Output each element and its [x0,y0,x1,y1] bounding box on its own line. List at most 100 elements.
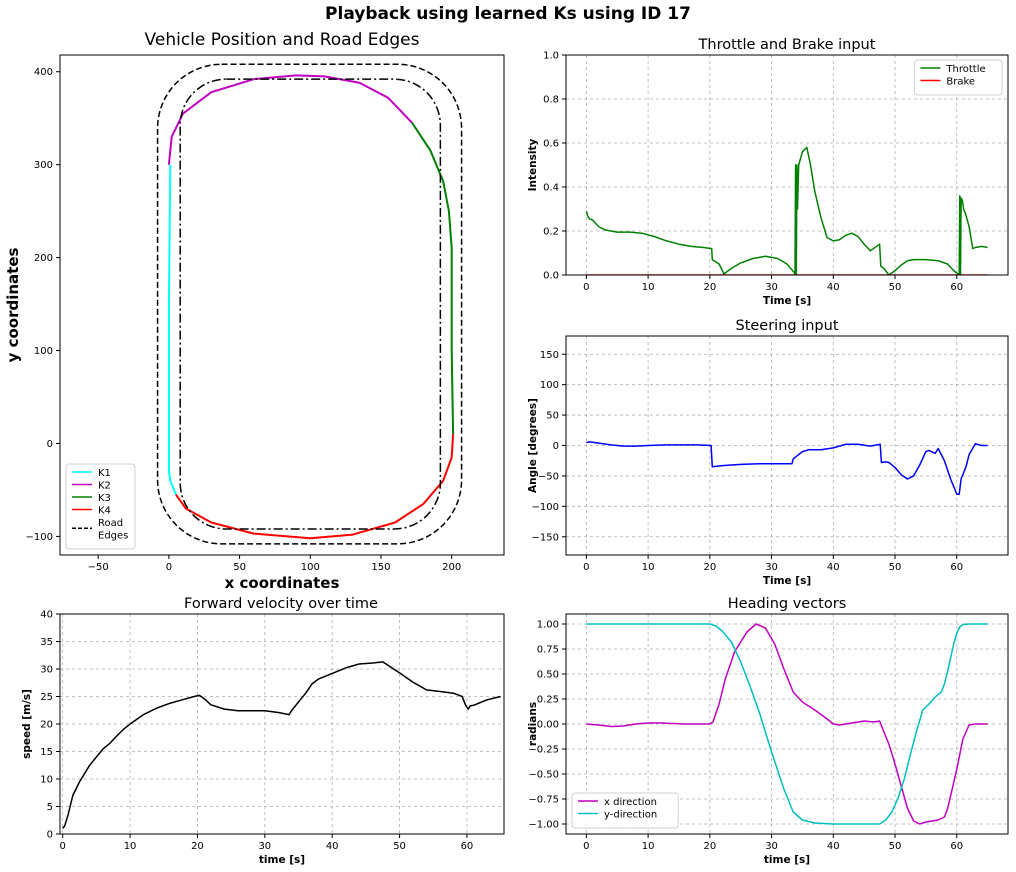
x-tick-label: 20 [191,841,204,852]
plot-area [586,441,988,495]
chart-velocity: 0 10 20 30 40 50 60 0 5 10 15 20 25 30 35 40 Forward vel… [21,596,505,866]
plot-area [156,63,463,545]
x-tick-label: 10 [642,282,655,293]
y-tick-label: 10 [40,775,53,786]
x-tick-label: 150 [371,562,390,573]
x-tick-label: 60 [950,841,963,852]
chart-steering: 0 10 20 30 40 50 60 −150 −100 −50 0 50 100 150 Steerin… [527,318,1009,587]
y-tick-label: 200 [34,253,53,264]
y-tick-label: 100 [34,346,53,357]
x-tick-label: 40 [827,562,840,573]
y-tick-label: 0.4 [543,183,559,194]
y-tick-label: −100 [532,502,559,513]
x-tick-label: 50 [889,562,902,573]
legend-label: Road [98,518,123,529]
legend-label: Brake [946,77,975,88]
x-tick-label: 20 [703,562,716,573]
y-tick-label: −150 [532,532,559,543]
y-tick-label: 0.6 [543,139,559,150]
y-axis-label: speed [m/s] [21,689,33,759]
y-axis-label: y coordinates [4,248,22,363]
x-tick-label: 60 [950,562,963,573]
series-line-k4 [175,434,455,540]
x-tick-label: 60 [950,282,963,293]
y-tick-label: 0 [553,441,559,452]
x-tick-label: 20 [703,841,716,852]
legend-label: K1 [98,468,111,479]
x-tick-label: 50 [233,562,246,573]
y-tick-label: 25 [40,692,53,703]
axes-frame [59,54,505,556]
x-axis-label: Time [s] [763,575,811,587]
y-axis-label: Angle [degrees] [527,398,539,493]
x-tick-label: 40 [827,841,840,852]
x-axis-label: x coordinates [225,574,340,592]
y-tick-label: 5 [47,802,53,813]
y-tick-label: 400 [34,67,53,78]
chart-heading: 0 10 20 30 40 50 60 −1.00 −0.75 −0.50 −0.25 0.00 0.2… [527,596,1009,866]
y-tick-label: 15 [40,747,53,758]
y-tick-label: 30 [40,665,53,676]
y-tick-label: 0.0 [543,271,559,282]
legend-box [571,792,679,829]
y-tick-label: −0.75 [528,795,559,806]
x-axis-label: Time [s] [763,295,811,307]
series-line-k1 [167,164,177,495]
legend-label: K4 [98,506,111,517]
x-tick-label: 0 [583,841,589,852]
x-tick-label: 30 [765,562,778,573]
y-tick-label: 0.50 [537,670,559,681]
y-tick-label: 300 [34,160,53,171]
y-tick-label: 1.0 [543,51,559,62]
series-line-throttle [585,146,988,275]
chart-title: Throttle and Brake input [698,37,876,53]
series-outer-edge [156,63,463,545]
y-tick-label: 0.25 [537,695,559,706]
chart-title: Steering input [735,318,838,334]
series-line-k3 [411,122,455,435]
x-tick-label: 30 [258,841,271,852]
y-tick-label: −1.00 [528,820,559,831]
y-tick-label: 150 [540,350,559,361]
y-tick-label: 50 [546,411,559,422]
y-tick-label: 0 [47,439,53,450]
x-tick-label: −50 [88,562,109,573]
legend-label: y-direction [604,810,657,821]
y-tick-label: 0 [47,830,53,841]
legend: Throttle Brake [913,59,1003,96]
series-line-line [586,441,988,495]
x-tick-label: 50 [393,841,406,852]
x-tick-label: 40 [827,282,840,293]
y-tick-label: 100 [540,380,559,391]
chart-title: Forward velocity over time [184,596,378,612]
y-tick-label: 0.75 [537,645,559,656]
x-tick-label: 10 [642,562,655,573]
y-tick-label: 20 [40,720,53,731]
y-tick-label: −0.50 [528,770,559,781]
x-tick-label: 200 [442,562,461,573]
y-tick-label: −50 [538,471,559,482]
series-line-k2 [167,74,413,165]
x-tick-label: 0 [60,841,66,852]
x-tick-label: 30 [765,282,778,293]
y-tick-label: 0.00 [537,720,559,731]
y-tick-label: −100 [26,532,53,543]
x-tick-label: 60 [461,841,474,852]
x-axis-label: time [s] [259,854,305,866]
series-line-line [62,661,501,829]
x-axis-label: time [s] [764,854,810,866]
y-tick-label: 40 [40,610,53,621]
plot-area [62,661,501,829]
plot-area [585,146,988,275]
chart-position: −50 0 50 100 150 200 −100 0 100 200 300 400 Vehicle … [4,30,505,592]
series-line-y-direction [586,623,988,825]
y-axis-label: radians [527,702,539,746]
x-tick-label: 50 [889,282,902,293]
series-line-x-direction [586,623,988,825]
x-tick-label: 10 [124,841,137,852]
x-tick-label: 0 [583,282,589,293]
y-tick-label: −0.25 [528,745,559,756]
figure-title: Playback using learned Ks using ID 17 [325,4,691,24]
axes-frame [565,54,1009,276]
